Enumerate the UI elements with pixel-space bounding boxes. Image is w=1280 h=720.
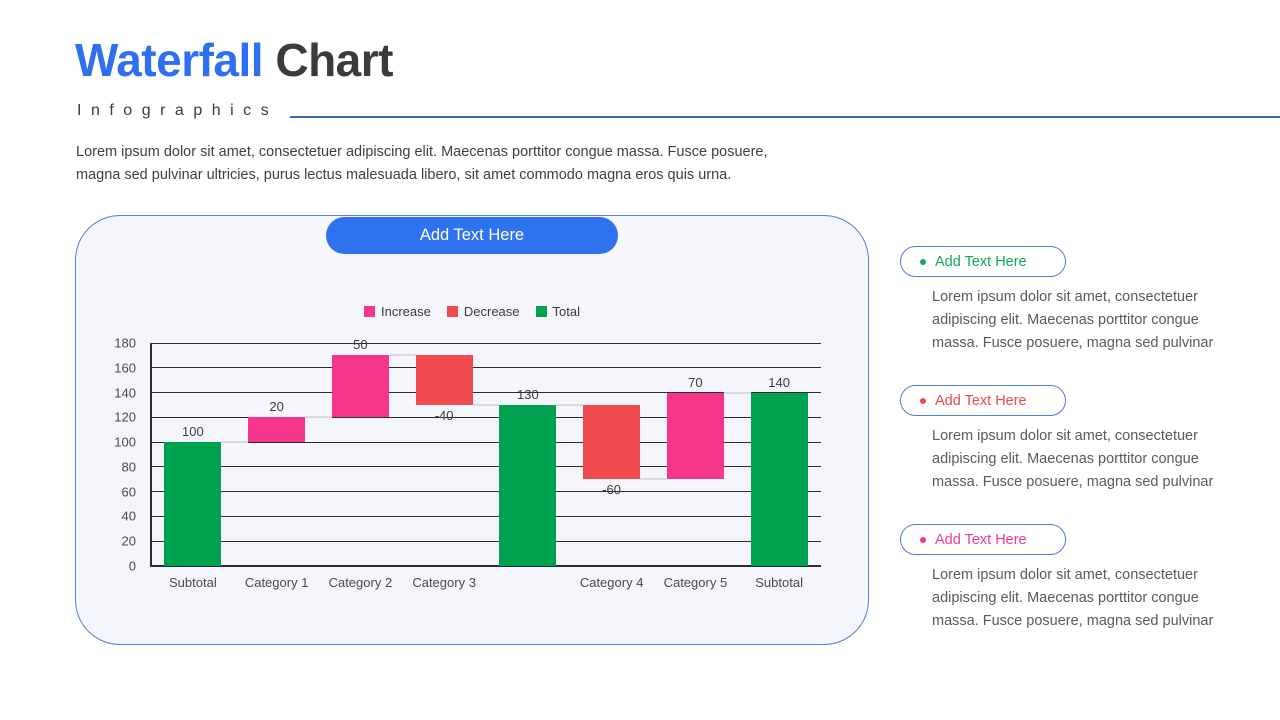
- chart-legend: Increase Decrease Total: [76, 304, 868, 319]
- y-axis-line: [150, 343, 152, 567]
- callout-item: Add Text Here Lorem ipsum dolor sit amet…: [900, 385, 1220, 494]
- connector: [640, 478, 667, 481]
- gridline: [151, 367, 821, 369]
- gridline: [151, 565, 821, 567]
- gridline: [151, 441, 821, 443]
- bar-value-label: 70: [688, 374, 703, 390]
- bar-value-label: 20: [269, 399, 284, 415]
- page-title: Waterfall Chart: [75, 33, 393, 87]
- callout-pill-button[interactable]: Add Text Here: [900, 246, 1066, 277]
- callout-body-text: Lorem ipsum dolor sit amet, consectetuer…: [932, 567, 1214, 629]
- header-divider: [290, 116, 1280, 118]
- legend-label: Increase: [381, 304, 431, 319]
- bullet-icon: [920, 536, 926, 543]
- chart-card: Add Text Here Increase Decrease Total 0 2…: [75, 215, 869, 645]
- intro-paragraph: Lorem ipsum dolor sit amet, consectetuer…: [76, 144, 768, 183]
- bar-value-label: 140: [768, 374, 790, 390]
- gridline: [151, 392, 821, 394]
- x-tick-label: Category 4: [579, 575, 644, 590]
- legend-label: Decrease: [463, 304, 520, 319]
- y-tick-label: 40: [121, 508, 136, 524]
- connector: [305, 416, 332, 419]
- callout-pill-label: Add Text Here: [935, 253, 1027, 270]
- waterfall-bar-total: [750, 392, 808, 566]
- x-axis-labels: Subtotal Category 1 Category 2 Category 3 Ca…: [151, 575, 821, 595]
- x-tick-label: Category 1: [244, 575, 309, 590]
- legend-swatch: [446, 306, 458, 317]
- legend-swatch: [364, 306, 375, 317]
- waterfall-bar-total: [499, 404, 557, 566]
- y-tick-label: 160: [114, 360, 136, 376]
- callout-body-text: Lorem ipsum dolor sit amet, consectetuer…: [932, 289, 1214, 351]
- callout-pill-label: Add Text Here: [935, 531, 1027, 548]
- gridline: [151, 515, 821, 517]
- bullet-icon: [920, 397, 926, 404]
- connector: [472, 403, 500, 406]
- gridline: [151, 540, 821, 542]
- x-tick-label: Category 2: [328, 575, 393, 590]
- waterfall-bar-decrease: [415, 355, 473, 405]
- gridline: [151, 416, 821, 418]
- y-tick-label: 180: [114, 335, 136, 351]
- waterfall-bar-increase: [331, 355, 389, 418]
- title-word-secondary: Chart: [275, 34, 393, 86]
- waterfall-bar-decrease: [583, 404, 641, 480]
- callout-pill-button[interactable]: Add Text Here: [900, 385, 1066, 416]
- y-tick-label: 120: [114, 409, 136, 425]
- legend-swatch: [535, 306, 547, 317]
- y-tick-label: 140: [114, 385, 136, 401]
- callout-body-text: Lorem ipsum dolor sit amet, consectetuer…: [932, 428, 1214, 490]
- gridline: [151, 342, 821, 344]
- bullet-icon: [920, 258, 926, 265]
- bar-value-label: -60: [602, 482, 622, 498]
- y-tick-label: 80: [121, 459, 136, 475]
- waterfall-bar-total: [164, 442, 222, 566]
- title-word-primary: Waterfall: [75, 34, 264, 86]
- bar-value-label: 50: [353, 337, 368, 353]
- x-tick-label: Subtotal: [169, 575, 217, 590]
- x-tick-label: Subtotal: [755, 575, 803, 590]
- legend-label: Total: [552, 304, 580, 319]
- callout-pill-button[interactable]: Add Text Here: [900, 524, 1066, 555]
- waterfall-bar-increase: [666, 392, 724, 480]
- add-text-button[interactable]: Add Text Here: [326, 217, 618, 254]
- legend-item-total: Total: [535, 304, 580, 319]
- connector: [221, 441, 249, 444]
- callout-item: Add Text Here Lorem ipsum dolor sit amet…: [900, 246, 1220, 355]
- x-tick-label: Category 3: [412, 575, 476, 590]
- connector: [388, 354, 416, 357]
- legend-item-decrease: Decrease: [446, 304, 520, 319]
- waterfall-bar-increase: [248, 417, 306, 443]
- callout-list: Add Text Here Lorem ipsum dolor sit amet…: [900, 246, 1220, 663]
- callout-item: Add Text Here Lorem ipsum dolor sit amet…: [900, 524, 1220, 633]
- connector: [723, 391, 751, 394]
- y-axis-labels: 0 20 40 60 80 100 120 140 160 180: [104, 336, 144, 574]
- bar-value-label: -40: [434, 407, 454, 423]
- bar-value-label: 130: [517, 386, 539, 402]
- bar-value-label: 100: [182, 424, 204, 440]
- page-subtitle: Infographics: [77, 102, 279, 119]
- legend-item-increase: Increase: [364, 304, 431, 319]
- gridline: [151, 491, 821, 493]
- y-tick-label: 20: [121, 533, 136, 549]
- callout-pill-label: Add Text Here: [935, 392, 1027, 409]
- connector: [556, 403, 584, 406]
- gridline: [151, 466, 821, 468]
- x-tick-label: Category 5: [663, 575, 728, 590]
- y-tick-label: 100: [114, 434, 136, 450]
- y-tick-label: 60: [121, 484, 136, 500]
- waterfall-plot: Subtotal Category 1 Category 2 Category 3 Ca…: [150, 337, 821, 590]
- y-tick-label: 0: [128, 558, 136, 574]
